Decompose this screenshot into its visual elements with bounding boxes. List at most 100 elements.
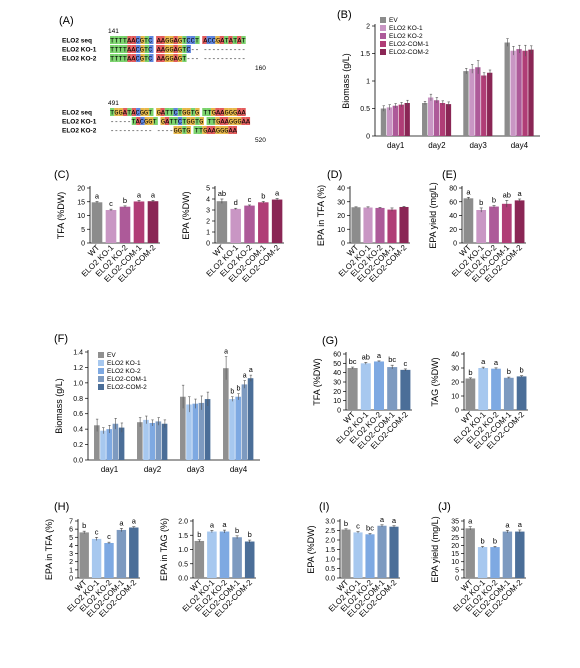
bar	[351, 207, 361, 243]
nucleotide-cell	[140, 117, 145, 125]
bar	[341, 529, 351, 578]
bar	[375, 207, 385, 243]
significance-letter: a	[466, 187, 471, 196]
bar	[186, 404, 192, 460]
bar	[198, 402, 205, 460]
y-tick-label: 0.6	[73, 411, 83, 418]
x-tick-label: day2	[144, 465, 162, 474]
significance-letter: a	[222, 520, 227, 529]
nucleotide-cell	[182, 54, 187, 62]
y-tick-label: 0.2	[73, 442, 83, 449]
alignment-start-position: 491	[108, 100, 119, 107]
nucleotide-cell	[237, 36, 242, 44]
bar	[235, 396, 241, 460]
nucleotide-cell	[136, 54, 141, 62]
bar	[422, 103, 428, 136]
y-tick-label: 30	[451, 366, 459, 373]
significance-letter: b	[197, 530, 201, 539]
nucleotide-cell	[182, 36, 187, 44]
nucleotide-cell	[144, 108, 150, 116]
nucleotide-cell	[186, 36, 191, 44]
bar	[133, 201, 145, 243]
nucleotide-cell	[186, 117, 191, 125]
bar	[514, 200, 525, 243]
bar	[244, 541, 255, 578]
significance-letter: a	[481, 357, 486, 366]
nucleotide-cell	[206, 36, 211, 44]
y-tick-label: 0	[81, 241, 85, 248]
bar	[503, 377, 514, 410]
bar	[192, 403, 198, 460]
nucleotide-cell	[136, 108, 141, 116]
bar	[244, 205, 255, 243]
alignment-row-seq: TTTTAACGTC AAGGAGTCCT ACCGATATAT	[110, 38, 246, 45]
nucleotide-cell	[190, 108, 196, 116]
y-tick-label: 0.4	[73, 427, 83, 434]
nucleotide-cell	[140, 36, 145, 44]
nucleotide-cell	[156, 45, 161, 53]
legend-swatch	[98, 376, 104, 382]
bar	[502, 531, 513, 578]
nucleotide-cell	[140, 108, 145, 116]
nucleotide-cell	[114, 108, 119, 116]
panel-label: (J)	[438, 501, 451, 513]
significance-letter: a	[494, 358, 499, 367]
charts-group: (B) 0 0.5 1 1.5 2 Biomass (g/L) day1 day2 day3 day…	[44, 9, 540, 619]
significance-letter: b	[492, 196, 496, 205]
significance-letter: a	[119, 518, 124, 527]
significance-letter: a	[132, 517, 137, 526]
bar	[465, 378, 476, 410]
nucleotide-cell	[110, 54, 115, 62]
nucleotide-cell	[186, 45, 191, 53]
y-tick-label: 2.0	[325, 538, 335, 545]
nucleotide-cell	[182, 45, 187, 53]
nucleotide-cell	[169, 108, 174, 116]
nucleotide-cell	[127, 45, 132, 53]
bar	[204, 399, 211, 460]
alignment-row-name: ELO2 KO-1	[62, 119, 97, 126]
nucleotide-cell	[219, 117, 224, 125]
bar	[104, 542, 114, 578]
nucleotide-cell	[118, 108, 124, 116]
legend-label: ELO2-COM-2	[389, 49, 429, 56]
nucleotide-cell	[110, 108, 115, 116]
y-tick-label: 1.0	[73, 380, 83, 387]
bar	[271, 199, 283, 243]
significance-letter: b	[123, 196, 127, 205]
y-axis-label: Biomass (g/L)	[54, 378, 64, 434]
y-tick-label: 2	[206, 219, 210, 226]
nucleotide-cell	[182, 108, 187, 116]
significance-letter: b	[479, 198, 483, 207]
y-tick-label: 1.5	[360, 51, 370, 58]
bar	[387, 367, 398, 410]
bar	[143, 419, 149, 460]
legend-swatch	[380, 25, 386, 31]
y-tick-label: 5	[69, 535, 73, 542]
nucleotide-cell	[228, 108, 233, 116]
significance-letter: a	[380, 515, 385, 524]
nucleotide-cell	[131, 108, 137, 116]
nucleotide-cell	[127, 36, 132, 44]
y-tick-label: 1	[206, 230, 210, 237]
nucleotide-cell	[118, 36, 124, 44]
significance-letter: ab	[218, 189, 226, 198]
nucleotide-cell	[228, 36, 233, 44]
bar	[91, 538, 102, 578]
y-axis-label: TFA (%DW)	[312, 358, 322, 406]
bar	[207, 531, 217, 578]
y-tick-label: 0	[341, 241, 345, 248]
nucleotide-cell	[131, 117, 137, 125]
bar	[363, 207, 373, 243]
nucleotide-cell	[202, 126, 207, 134]
bar	[477, 547, 488, 578]
y-tick-label: 0	[366, 134, 370, 141]
significance-letter: ab	[503, 190, 511, 199]
legend-label: ELO2 KO-2	[107, 368, 141, 375]
y-tick-label: 4	[206, 197, 210, 204]
y-tick-label: 2	[69, 559, 73, 566]
significance-letter: a	[243, 373, 247, 380]
